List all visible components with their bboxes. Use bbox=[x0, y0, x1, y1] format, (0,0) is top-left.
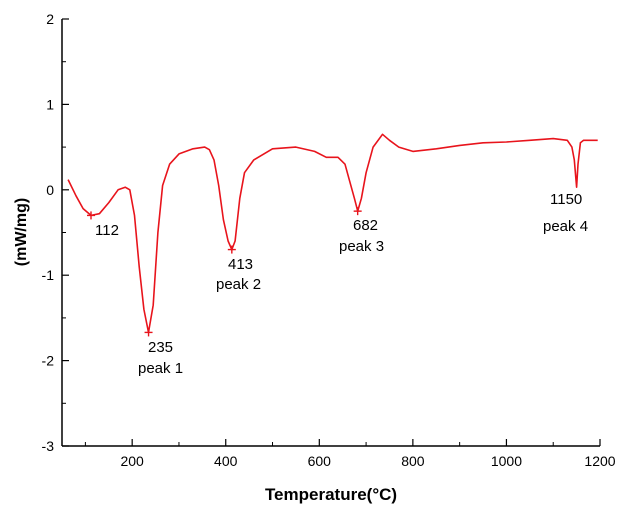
y-tick-label-1: 1 bbox=[46, 96, 54, 112]
y-tick-label--3: -3 bbox=[42, 438, 55, 454]
annotation-peak-3-label: peak 3 bbox=[339, 238, 384, 255]
peak-marker-235 bbox=[144, 328, 153, 337]
annotation-peak-2-label: peak 2 bbox=[216, 276, 261, 293]
x-ticks: 200 400 600 800 1000 1200 bbox=[84, 439, 616, 469]
x-tick-label-400: 400 bbox=[214, 453, 238, 469]
annotation-peak-4-value: 1150 bbox=[550, 191, 582, 208]
x-tick-label-1200: 1200 bbox=[584, 453, 615, 469]
y-tick-label-0: 0 bbox=[46, 182, 54, 198]
y-axis-title: (mW/mg) bbox=[13, 198, 30, 266]
series-group bbox=[67, 133, 598, 334]
annotation-peak-4-label: peak 4 bbox=[543, 218, 588, 235]
y-ticks: -3 -2 -1 0 1 2 bbox=[42, 11, 69, 454]
annotation-peak-1-value: 235 bbox=[148, 339, 173, 356]
plot-frame bbox=[61, 19, 600, 447]
annotations: 112 235 peak 1 413 peak 2 682 peak 3 115… bbox=[95, 191, 588, 377]
y-tick-label-2: 2 bbox=[46, 11, 54, 27]
annotation-peak-3-value: 682 bbox=[353, 217, 378, 234]
annotation-112-value: 112 bbox=[95, 222, 119, 239]
y-tick-label--2: -2 bbox=[42, 353, 55, 369]
x-tick-label-1000: 1000 bbox=[491, 453, 522, 469]
y-tick-label--1: -1 bbox=[42, 267, 55, 283]
x-axis-title: Temperature(°C) bbox=[265, 485, 397, 504]
annotation-peak-1-label: peak 1 bbox=[138, 360, 183, 377]
x-tick-label-600: 600 bbox=[308, 453, 332, 469]
peak-marker-413 bbox=[227, 245, 236, 254]
peak-markers bbox=[87, 207, 362, 337]
x-tick-label-800: 800 bbox=[401, 453, 425, 469]
annotation-peak-2-value: 413 bbox=[228, 256, 253, 273]
x-tick-label-200: 200 bbox=[120, 453, 144, 469]
series-line-0 bbox=[67, 133, 598, 334]
peak-marker-682 bbox=[353, 207, 362, 216]
peak-marker-112 bbox=[87, 211, 96, 220]
